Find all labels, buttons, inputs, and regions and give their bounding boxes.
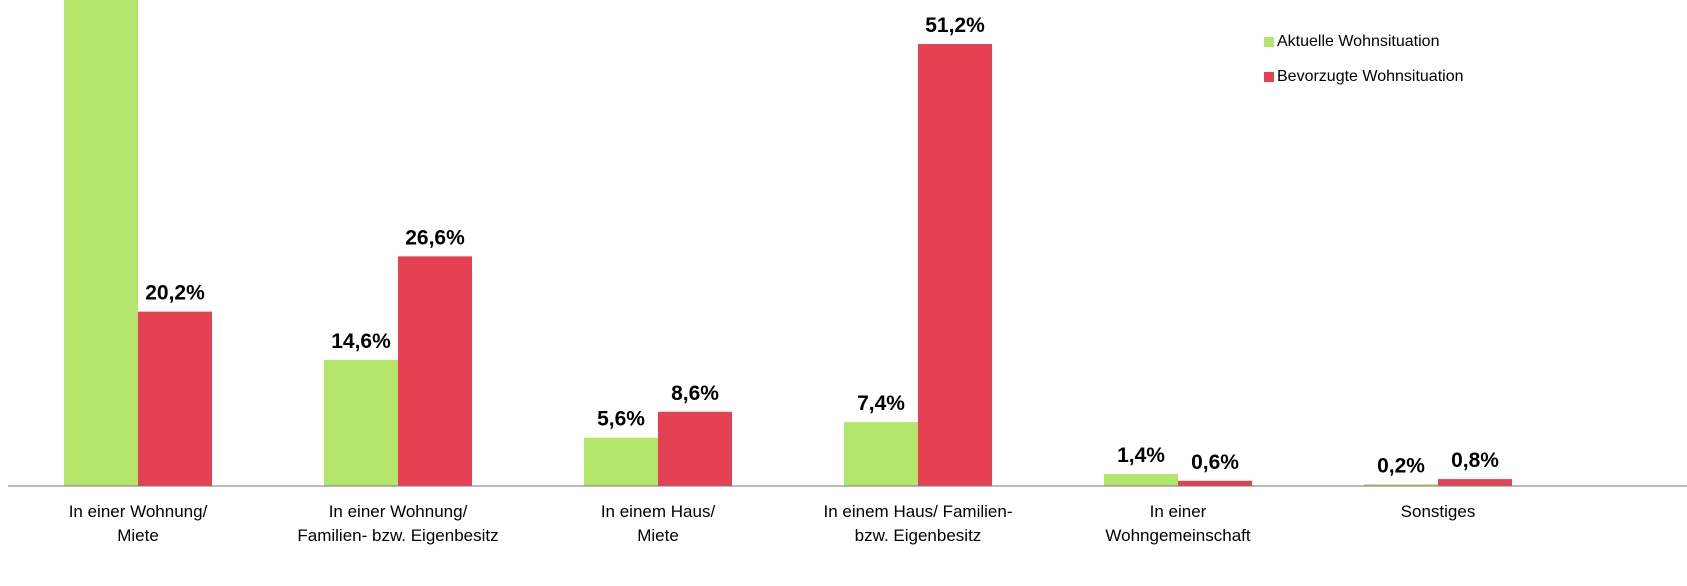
legend-swatch	[1264, 72, 1274, 82]
bar	[1438, 479, 1512, 486]
bar	[584, 437, 658, 486]
legend-label: Bevorzugte Wohnsituation	[1277, 68, 1463, 85]
x-tick-label: In einem Haus/ Miete	[600, 502, 716, 545]
data-label: 0,8%	[1451, 449, 1499, 472]
bar	[658, 411, 732, 486]
bar	[844, 422, 918, 486]
bar	[398, 256, 472, 486]
x-tick-label: In einem Haus/ Familien- bzw. Eigenbesit…	[823, 502, 1013, 545]
x-tick-label: In einer Wohngemeinschaft	[1105, 502, 1251, 545]
data-label: 20,2%	[145, 282, 205, 305]
data-label: 14,6%	[331, 330, 391, 353]
data-label: 5,6%	[597, 408, 645, 431]
bar	[1104, 473, 1178, 486]
legend-label: Aktuelle Wohnsituation	[1277, 33, 1439, 50]
x-tick-label: In einer Wohnung/ Miete	[68, 502, 208, 545]
data-label: 8,6%	[671, 382, 719, 405]
x-tick-label: Sonstiges	[1400, 502, 1476, 521]
data-label: 0,2%	[1377, 454, 1425, 477]
data-label: 1,4%	[1117, 444, 1165, 467]
bar	[64, 0, 138, 487]
data-label: 26,6%	[405, 226, 465, 249]
data-label: 0,6%	[1191, 451, 1239, 474]
data-label: 7,4%	[857, 392, 905, 415]
data-label: 51,2%	[925, 14, 985, 37]
legend-swatch	[1264, 37, 1274, 47]
bar	[1364, 484, 1438, 486]
bar	[918, 44, 992, 486]
x-tick-label: In einer Wohnung/ Familien- bzw. Eigenbe…	[297, 502, 499, 545]
bar	[324, 359, 398, 486]
bar	[1178, 480, 1252, 486]
bar	[138, 311, 212, 486]
